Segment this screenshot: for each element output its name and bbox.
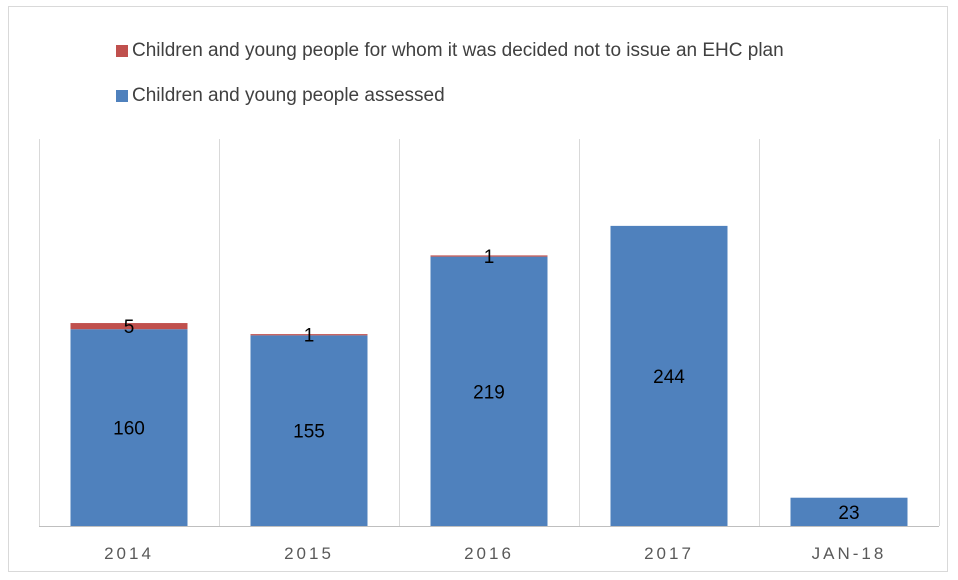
bar-assessed xyxy=(250,335,368,526)
legend-label-assessed: Children and young people assessed xyxy=(132,85,445,106)
legend-label-not-issued: Children and young people for whom it wa… xyxy=(132,40,784,61)
bar-assessed xyxy=(790,497,908,526)
x-tick-label: JAN-18 xyxy=(812,544,887,563)
data-label-not-issued: 5 xyxy=(124,317,135,338)
bar-not-issued xyxy=(250,334,368,336)
data-label-assessed: 160 xyxy=(113,419,145,440)
data-label-assessed: 219 xyxy=(473,382,505,403)
bar-assessed xyxy=(70,329,188,526)
bar-assessed xyxy=(430,256,548,526)
bar-not-issued xyxy=(430,255,548,257)
legend-item-not-issued: Children and young people for whom it wa… xyxy=(116,40,784,62)
legend-item-assessed: Children and young people assessed xyxy=(116,85,445,107)
bar-not-issued xyxy=(70,323,188,330)
x-tick-label: 2017 xyxy=(644,544,694,563)
x-tick-label: 2016 xyxy=(464,544,514,563)
data-label-assessed: 155 xyxy=(293,422,325,443)
x-tick-label: 2014 xyxy=(104,544,154,563)
data-label-assessed: 244 xyxy=(653,367,685,388)
legend-swatch-red xyxy=(116,45,128,57)
data-label-not-issued: 1 xyxy=(304,326,315,347)
data-label-assessed: 23 xyxy=(838,503,859,524)
data-label-not-issued: 1 xyxy=(484,247,495,268)
x-tick-label: 2015 xyxy=(284,544,334,563)
bar-assessed xyxy=(610,225,728,526)
plot-area: 160 5 2014 155 1 2015 219 1 2016 244 2017 23 JAN-18 xyxy=(39,139,940,563)
chart-frame: Children and young people for whom it wa… xyxy=(8,6,948,572)
legend-swatch-blue xyxy=(116,90,128,102)
